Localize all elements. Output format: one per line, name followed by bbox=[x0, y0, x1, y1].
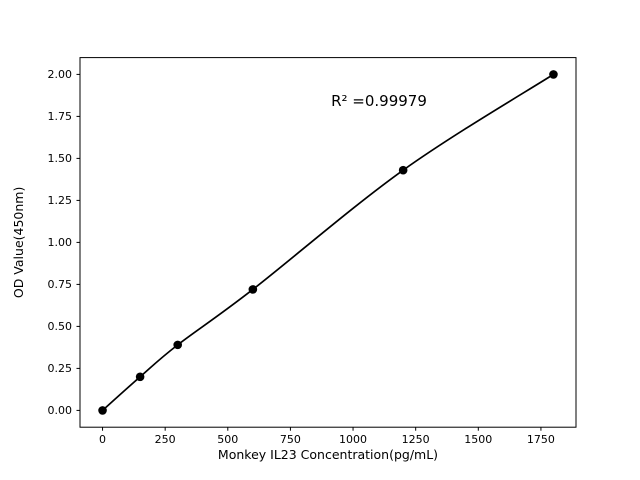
x-tick-label: 1250 bbox=[402, 433, 430, 446]
y-tick-label: 0.50 bbox=[48, 320, 73, 333]
y-tick-label: 1.75 bbox=[48, 110, 73, 123]
data-point-marker bbox=[173, 340, 182, 350]
data-point-marker bbox=[135, 372, 145, 382]
axes-spines bbox=[79, 57, 577, 428]
x-tick-label: 750 bbox=[280, 433, 301, 446]
x-tick-label: 500 bbox=[217, 433, 238, 446]
y-tick-label: 0.75 bbox=[48, 278, 73, 291]
y-tick-label: 0.25 bbox=[48, 362, 73, 375]
y-tick-label: 0.00 bbox=[48, 404, 73, 417]
x-tick-label: 0 bbox=[99, 433, 106, 446]
x-tick-label: 1750 bbox=[527, 433, 555, 446]
x-tick-label: 1500 bbox=[464, 433, 492, 446]
x-tick-label: 250 bbox=[155, 433, 176, 446]
data-point-marker bbox=[398, 165, 408, 175]
y-axis-label: OD Value(450nm) bbox=[11, 187, 26, 298]
x-axis-label: Monkey IL23 Concentration(pg/mL) bbox=[218, 447, 438, 462]
plot-area: 0 250 500 750 1000 1250 1500 1750 0.00 0.25 0.50 0.… bbox=[48, 57, 577, 446]
x-tick-label: 1000 bbox=[339, 433, 367, 446]
y-tick-label: 2.00 bbox=[48, 68, 73, 81]
y-tick-label: 1.00 bbox=[48, 236, 73, 249]
data-point-marker bbox=[549, 70, 558, 79]
y-tick-label: 1.50 bbox=[48, 152, 73, 165]
data-point-marker bbox=[98, 406, 107, 415]
data-point-marker bbox=[248, 285, 258, 294]
r-squared-annotation: R² =0.99979 bbox=[331, 92, 427, 110]
y-tick-label: 1.25 bbox=[48, 194, 73, 207]
